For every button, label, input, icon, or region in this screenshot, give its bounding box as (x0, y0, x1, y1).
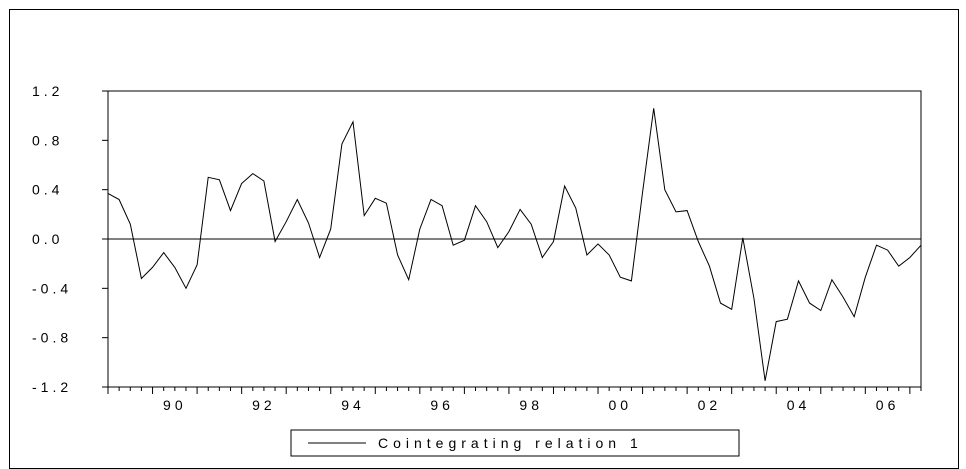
series-line-cointegrating-relation-1 (107, 108, 922, 381)
y-axis: 1.2 0.8 0.4 0.0 -0.4 -0.8 -1.2 (32, 83, 108, 395)
x-tick-label: 92 (252, 397, 276, 413)
y-tick-label: -0.4 (32, 280, 72, 296)
y-tick-label: -0.8 (32, 330, 72, 346)
x-tick-label: 04 (787, 397, 811, 413)
x-tick-label: 94 (341, 397, 365, 413)
legend-label: Cointegrating relation 1 (378, 435, 643, 451)
y-tick-label: 0.8 (32, 132, 63, 148)
x-axis: 90 92 94 96 98 00 02 04 06 (107, 387, 922, 413)
y-tick-label: 1.2 (32, 83, 63, 99)
x-tick-label: 98 (519, 397, 543, 413)
x-tick-label: 02 (698, 397, 722, 413)
y-tick-label: -1.2 (32, 379, 72, 395)
legend: Cointegrating relation 1 (290, 429, 740, 457)
x-tick-label: 00 (609, 397, 633, 413)
x-tick-label: 06 (876, 397, 900, 413)
y-tick-label: 0.4 (32, 182, 63, 198)
y-tick-label: 0.0 (32, 231, 63, 247)
x-tick-label: 90 (163, 397, 187, 413)
x-tick-label: 96 (430, 397, 454, 413)
